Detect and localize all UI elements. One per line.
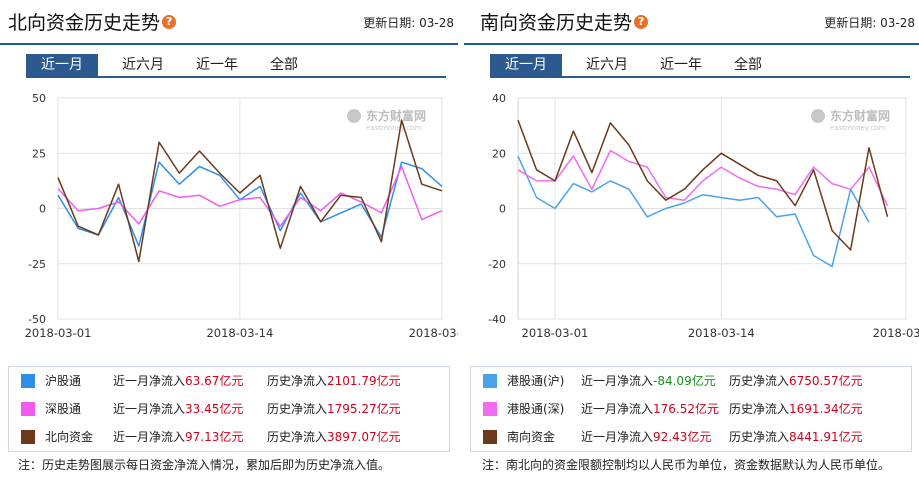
legend-swatch-sz: [21, 402, 35, 416]
legend-history: 历史净流入2101.79亿元: [267, 374, 401, 388]
legend-name: 南向资金: [507, 430, 556, 444]
y-tick-label: -40: [488, 313, 506, 326]
northbound-legend: 沪股通 近一月净流入63.67亿元 历史净流入2101.79亿元 深股通 近一月…: [8, 366, 450, 452]
x-tick-label: 2018-03-01: [522, 326, 589, 340]
northbound-title: 北向资金历史走势?: [8, 8, 177, 35]
legend-month: 近一月净流入176.52亿元: [581, 402, 720, 416]
legend-history: 历史净流入1795.27亿元: [267, 402, 401, 416]
x-tick-label: 2018-03-14: [688, 326, 755, 340]
x-tick-label: 2018-03-14: [206, 326, 273, 340]
tab-1-month[interactable]: 近一月: [490, 54, 562, 76]
update-date: 更新日期: 03-28: [363, 16, 454, 30]
help-icon[interactable]: ?: [162, 14, 177, 29]
legend-name: 沪股通: [45, 374, 82, 388]
series-line-hkSz: [517, 149, 889, 207]
legend-row-south: 南向资金 近一月净流入92.43亿元 历史净流入8441.91亿元: [471, 423, 911, 451]
southbound-note: 注：南北向的资金限额控制均以人民币为单位，资金数据默认为人民币单位。: [482, 458, 891, 472]
y-tick-label: -25: [28, 258, 46, 271]
legend-history: 历史净流入3897.07亿元: [267, 430, 401, 444]
watermark-logo-icon: [347, 109, 361, 123]
legend-row-sz: 深股通 近一月净流入33.45亿元 历史净流入1795.27亿元: [9, 395, 449, 423]
watermark-subtext: eastmoney.com: [366, 124, 421, 132]
tab-1-year[interactable]: 近一年: [660, 57, 702, 73]
help-icon[interactable]: ?: [634, 14, 649, 29]
legend-history: 历史净流入8441.91亿元: [729, 430, 863, 444]
y-tick-label: -50: [28, 313, 46, 326]
y-tick-label: 25: [32, 147, 46, 160]
tab-all[interactable]: 全部: [734, 57, 762, 73]
southbound-chart: 40 20 0 -20 -40 2018-03-01 2018-03-14 2018-03-2…: [488, 92, 919, 340]
series-line-sh: [57, 161, 443, 247]
title-divider: [0, 43, 458, 45]
legend-name: 港股通(沪): [507, 374, 565, 388]
legend-name: 深股通: [45, 402, 82, 416]
legend-month: 近一月净流入97.13亿元: [113, 430, 244, 444]
tab-1-month[interactable]: 近一月: [26, 54, 98, 76]
legend-month: 近一月净流入63.67亿元: [113, 374, 244, 388]
legend-swatch-south: [483, 430, 497, 444]
legend-name: 港股通(深): [507, 402, 565, 416]
watermark-subtext: eastmoney.com: [830, 124, 885, 132]
legend-history: 历史净流入6750.57亿元: [729, 374, 863, 388]
series-line-south: [517, 119, 889, 251]
y-tick-label: 0: [499, 203, 506, 216]
tab-underline: [490, 76, 910, 78]
legend-name: 北向资金: [45, 430, 94, 444]
y-tick-label: 20: [492, 147, 506, 160]
legend-swatch-hk-sh: [483, 374, 497, 388]
legend-row-north: 北向资金 近一月净流入97.13亿元 历史净流入3897.07亿元: [9, 423, 449, 451]
x-tick-label: 2018-03-28: [409, 326, 458, 340]
x-tick-label: 2018-03-28: [873, 326, 919, 340]
series-line-sz: [57, 165, 443, 227]
legend-month: 近一月净流入-84.09亿元: [581, 374, 716, 388]
legend-row-hk-sh: 港股通(沪) 近一月净流入-84.09亿元 历史净流入6750.57亿元: [471, 367, 911, 395]
series-line-total: [57, 119, 443, 263]
northbound-note: 注：历史走势图展示每日资金净流入情况，累加后即为历史净流入值。: [18, 458, 391, 472]
tab-all[interactable]: 全部: [270, 57, 298, 73]
y-tick-label: 0: [39, 203, 46, 216]
southbound-legend: 港股通(沪) 近一月净流入-84.09亿元 历史净流入6750.57亿元 港股通…: [470, 366, 912, 452]
legend-row-sh: 沪股通 近一月净流入63.67亿元 历史净流入2101.79亿元: [9, 367, 449, 395]
legend-history: 历史净流入1691.34亿元: [729, 402, 863, 416]
y-tick-label: -20: [488, 258, 506, 271]
x-tick-label: 2018-03-01: [25, 326, 92, 340]
legend-swatch-sh: [21, 374, 35, 388]
legend-month: 近一月净流入92.43亿元: [581, 430, 712, 444]
period-tabs: 近一月 近六月 近一年 全部: [26, 54, 322, 76]
northbound-panel: 北向资金历史走势? 更新日期: 03-28 近一月 近六月 近一年 全部 50 25 0 -…: [0, 0, 458, 482]
series-line-hkSh: [517, 155, 870, 268]
watermark-logo-icon: [811, 109, 825, 123]
period-tabs: 近一月 近六月 近一年 全部: [490, 54, 786, 76]
tab-6-months[interactable]: 近六月: [586, 57, 628, 73]
legend-month: 近一月净流入33.45亿元: [113, 402, 244, 416]
tab-6-months[interactable]: 近六月: [122, 57, 164, 73]
tab-underline: [26, 76, 446, 78]
southbound-title: 南向资金历史走势?: [480, 8, 649, 35]
y-tick-label: 40: [492, 92, 506, 105]
y-tick-label: 50: [32, 92, 46, 105]
legend-swatch-north: [21, 430, 35, 444]
watermark-text: 东方财富网: [366, 108, 426, 123]
watermark-text: 东方财富网: [830, 108, 890, 123]
title-divider: [464, 43, 919, 45]
update-date: 更新日期: 03-28: [824, 16, 915, 30]
legend-row-hk-sz: 港股通(深) 近一月净流入176.52亿元 历史净流入1691.34亿元: [471, 395, 911, 423]
southbound-panel: 南向资金历史走势? 更新日期: 03-28 近一月 近六月 近一年 全部 40 20 0 -…: [464, 0, 919, 482]
tab-1-year[interactable]: 近一年: [196, 57, 238, 73]
legend-swatch-hk-sz: [483, 402, 497, 416]
